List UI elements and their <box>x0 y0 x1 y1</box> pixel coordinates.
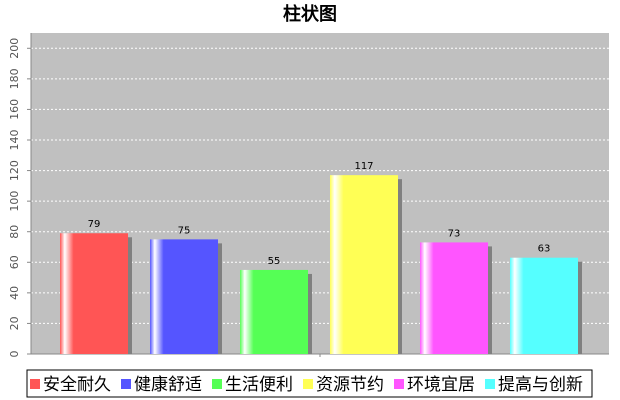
legend-label: 健康舒适 <box>134 375 202 395</box>
legend-label: 环境宜居 <box>407 375 475 395</box>
y-tick-label: 200 <box>8 38 21 59</box>
legend-swatch <box>485 379 495 389</box>
bar <box>240 269 308 354</box>
bar <box>510 257 578 354</box>
y-tick-label: 20 <box>8 316 21 330</box>
data-label: 117 <box>354 161 373 172</box>
bar <box>60 233 128 354</box>
bar <box>150 239 218 354</box>
legend-label: 安全耐久 <box>43 375 111 395</box>
y-tick-label: 100 <box>8 191 21 212</box>
y-tick-label: 180 <box>8 68 21 89</box>
chart-title: 柱状图 <box>283 3 337 25</box>
y-tick-label: 40 <box>8 286 21 300</box>
legend-swatch <box>121 379 131 389</box>
y-tick-label: 0 <box>8 351 21 358</box>
legend-label: 提高与创新 <box>498 375 583 395</box>
bar <box>420 242 488 354</box>
y-tick-label: 120 <box>8 160 21 181</box>
legend-swatch <box>212 379 222 389</box>
y-tick-label: 60 <box>8 255 21 269</box>
y-tick-label: 160 <box>8 99 21 120</box>
data-label: 75 <box>178 225 191 236</box>
legend-label: 生活便利 <box>225 375 293 395</box>
legend-swatch <box>30 379 40 389</box>
bar <box>330 175 398 354</box>
y-tick-label: 80 <box>8 225 21 239</box>
data-label: 79 <box>88 219 101 230</box>
data-label: 73 <box>448 228 461 239</box>
data-label: 55 <box>268 256 281 267</box>
legend-label: 资源节约 <box>316 375 384 395</box>
y-tick-label: 140 <box>8 130 21 151</box>
legend-swatch <box>394 379 404 389</box>
legend-swatch <box>303 379 313 389</box>
data-label: 63 <box>538 244 551 255</box>
